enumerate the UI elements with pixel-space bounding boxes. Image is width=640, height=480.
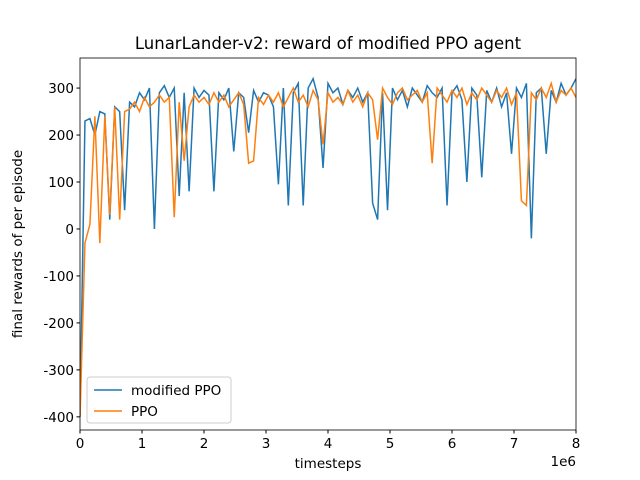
y-tick-label: -100 (43, 269, 74, 285)
x-offset-label: 1e6 (551, 454, 576, 470)
chart-title: LunarLander-v2: reward of modified PPO a… (135, 34, 522, 53)
y-tick-label: -200 (43, 316, 74, 332)
x-tick-label: 4 (324, 436, 333, 452)
plot-frame (79, 57, 577, 431)
x-tick-label: 0 (76, 436, 85, 452)
y-tick-label: -400 (43, 410, 74, 426)
y-tick-label: 200 (48, 128, 74, 144)
x-tick-label: 3 (262, 436, 271, 452)
legend-label: modified PPO (131, 383, 221, 399)
y-tick-label: -300 (43, 363, 74, 379)
x-tick-label: 1 (138, 436, 147, 452)
y-tick-label: 300 (48, 81, 74, 97)
y-tick-label: 0 (65, 222, 74, 238)
x-tick-label: 5 (386, 436, 395, 452)
x-tick-label: 7 (510, 436, 519, 452)
x-tick-label: 6 (448, 436, 457, 452)
series-line (80, 80, 576, 417)
legend-box (86, 376, 232, 424)
y-tick-label: 100 (48, 175, 74, 191)
x-tick-label: 8 (572, 436, 581, 452)
legend-label: PPO (131, 404, 158, 420)
x-tick-label: 2 (200, 436, 209, 452)
series-line (80, 76, 576, 417)
x-axis-label: timesteps (295, 456, 362, 472)
y-axis-label: final rewards of per episode (10, 150, 26, 338)
